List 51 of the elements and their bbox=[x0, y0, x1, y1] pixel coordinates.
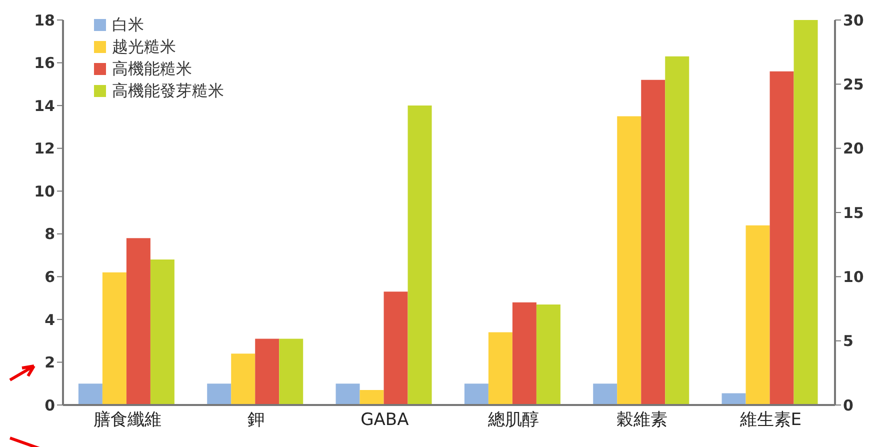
bar bbox=[255, 338, 280, 405]
bar bbox=[102, 272, 126, 405]
y-tick-label: 18 bbox=[34, 11, 55, 30]
bar bbox=[150, 260, 174, 405]
y2-tick-label: 20 bbox=[843, 140, 864, 158]
y2-tick-label: 30 bbox=[843, 11, 864, 30]
bar bbox=[279, 338, 304, 405]
bar bbox=[231, 354, 256, 405]
y-tick-label: 10 bbox=[34, 182, 55, 200]
bar bbox=[641, 80, 666, 405]
legend-label: 高機能糙米 bbox=[112, 58, 192, 80]
bar bbox=[770, 71, 794, 405]
y-tick-label: 0 bbox=[44, 396, 55, 414]
bar bbox=[536, 304, 560, 405]
x-tick-label: 鉀 bbox=[248, 410, 264, 430]
bar bbox=[488, 332, 512, 405]
y2-tick-label: 25 bbox=[843, 75, 864, 94]
y-tick-label: 16 bbox=[34, 54, 55, 72]
y-tick-label: 4 bbox=[44, 310, 55, 329]
y2-tick-label: 0 bbox=[843, 396, 854, 414]
x-tick-label: 膳食纖維 bbox=[93, 410, 162, 430]
y-tick-label: 8 bbox=[44, 225, 55, 244]
y2-tick-label: 15 bbox=[843, 204, 864, 222]
bar bbox=[512, 302, 536, 405]
bar bbox=[464, 384, 488, 405]
bar bbox=[746, 225, 770, 405]
bar bbox=[593, 384, 618, 405]
y2-tick-label: 10 bbox=[843, 268, 864, 286]
x-tick-label: 穀維素 bbox=[616, 410, 668, 430]
bar bbox=[408, 106, 432, 405]
bar bbox=[384, 292, 408, 405]
y-tick-label: 14 bbox=[34, 96, 55, 115]
legend-label: 白米 bbox=[112, 14, 144, 36]
bar bbox=[617, 116, 642, 405]
y-tick-label: 2 bbox=[44, 354, 55, 372]
legend-label: 高機能發芽糙米 bbox=[112, 80, 224, 102]
bar bbox=[336, 384, 360, 405]
bar bbox=[360, 390, 384, 405]
bar bbox=[722, 393, 746, 405]
bar bbox=[207, 384, 232, 405]
bar bbox=[126, 238, 150, 405]
bar bbox=[794, 20, 818, 405]
x-tick-label: GABA bbox=[360, 410, 410, 430]
y-tick-label: 12 bbox=[34, 140, 55, 158]
y2-tick-label: 5 bbox=[843, 332, 854, 350]
bar bbox=[665, 56, 690, 405]
legend-label: 越光糙米 bbox=[112, 36, 176, 58]
bar bbox=[78, 384, 102, 405]
y-tick-label: 6 bbox=[44, 268, 55, 286]
x-tick-label: 維生素E bbox=[738, 410, 802, 430]
x-tick-label: 總肌醇 bbox=[486, 410, 539, 430]
